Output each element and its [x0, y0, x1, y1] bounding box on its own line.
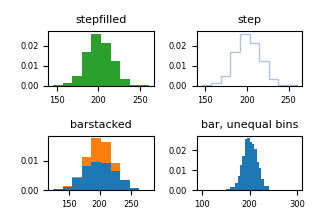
Bar — [92, 162, 101, 190]
Title: barstacked: barstacked — [70, 119, 132, 129]
Bar — [101, 142, 111, 163]
Bar — [101, 163, 111, 190]
Bar — [230, 187, 235, 190]
Bar — [120, 180, 130, 190]
Polygon shape — [53, 34, 149, 86]
Bar — [259, 168, 261, 190]
Bar — [261, 179, 264, 190]
Bar — [250, 142, 252, 190]
Bar — [264, 187, 269, 190]
Title: stepfilled: stepfilled — [75, 15, 127, 25]
Bar — [63, 187, 72, 190]
Bar — [254, 149, 257, 190]
Bar — [72, 179, 82, 190]
Bar — [111, 163, 120, 171]
Bar — [237, 176, 240, 190]
Bar — [111, 171, 120, 190]
Bar — [130, 188, 139, 190]
Bar — [240, 165, 242, 190]
Bar — [92, 138, 101, 162]
Bar — [247, 138, 250, 190]
Bar — [245, 139, 247, 190]
Bar — [257, 162, 259, 190]
Bar — [63, 186, 72, 187]
Bar — [82, 157, 92, 166]
Title: step: step — [237, 15, 261, 25]
Bar — [82, 166, 92, 190]
Bar — [235, 183, 237, 190]
Title: bar, unequal bins: bar, unequal bins — [201, 119, 298, 129]
Bar — [72, 177, 82, 179]
Bar — [242, 156, 245, 190]
Bar — [252, 144, 254, 190]
